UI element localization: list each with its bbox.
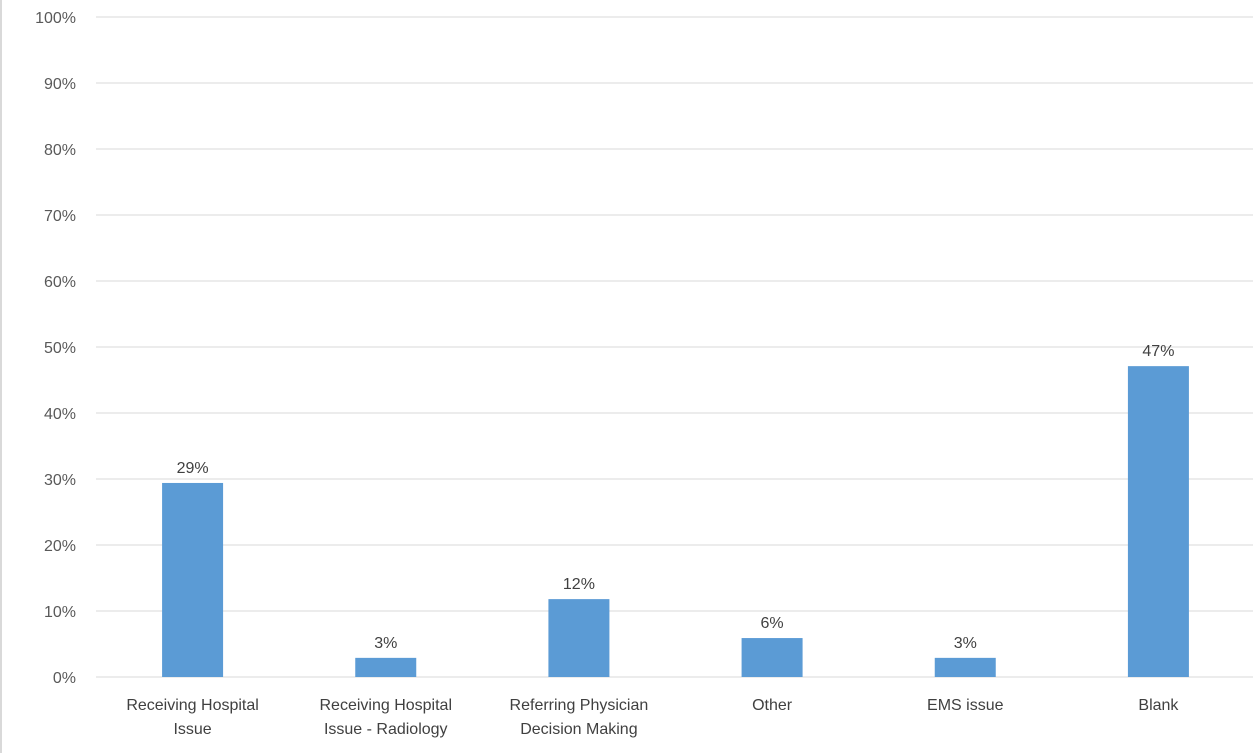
y-axis-tick-labels: 0% 10% 20% 30% 40% 50% 60% 70% 80% 90% 100%	[35, 10, 76, 687]
bar	[741, 638, 803, 677]
x-tick-label: EMS issue	[927, 697, 1004, 714]
y-tick-label: 0%	[53, 670, 76, 687]
x-axis-category-labels: Receiving Hospital Issue Receiving Hospita…	[126, 697, 1179, 738]
y-tick-label: 50%	[44, 340, 76, 357]
y-tick-label: 90%	[44, 76, 76, 93]
bar	[162, 482, 224, 677]
bar	[548, 599, 610, 677]
y-tick-label: 20%	[44, 538, 76, 555]
x-tick-label: Other	[752, 697, 793, 714]
x-tick-label: Receiving Hospital Issue - Radiology	[319, 697, 452, 738]
gridlines	[96, 16, 1253, 678]
data-label: 3%	[374, 635, 397, 652]
bar	[355, 657, 417, 677]
y-tick-label: 40%	[44, 406, 76, 423]
data-label: 47%	[1142, 343, 1174, 360]
data-label: 3%	[954, 635, 977, 652]
y-tick-label: 80%	[44, 142, 76, 159]
data-label: 29%	[177, 460, 209, 477]
bar	[934, 657, 996, 677]
x-tick-label: Receiving Hospital Issue	[126, 697, 259, 738]
bars	[162, 366, 1189, 677]
x-tick-label: Blank	[1138, 697, 1179, 714]
x-tick-label: Referring Physician Decision Making	[510, 697, 649, 738]
data-label: 12%	[563, 576, 595, 593]
y-tick-label: 30%	[44, 472, 76, 489]
data-labels: 29% 3% 12% 6% 3% 47%	[177, 343, 1175, 652]
y-tick-label: 100%	[35, 10, 76, 27]
y-tick-label: 60%	[44, 274, 76, 291]
y-tick-label: 10%	[44, 604, 76, 621]
y-tick-label: 70%	[44, 208, 76, 225]
data-label: 6%	[761, 615, 784, 632]
bar	[1127, 366, 1189, 677]
